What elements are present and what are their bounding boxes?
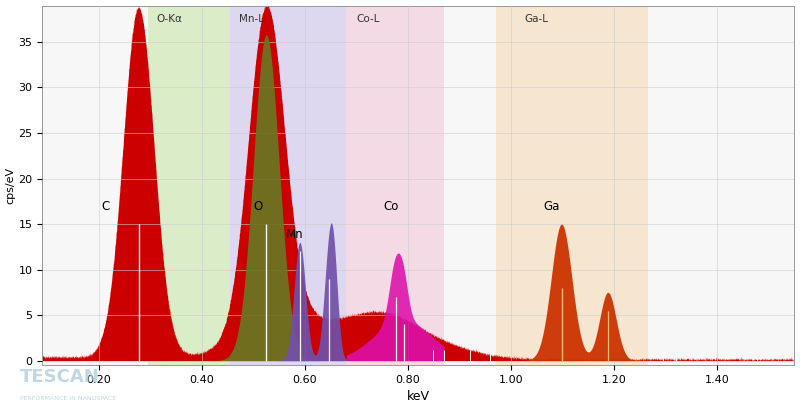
Text: TESCAN: TESCAN [20,369,100,387]
Text: C: C [102,200,110,213]
Bar [495,6,647,365]
Text: PERFORMANCE IN NANOSPACE: PERFORMANCE IN NANOSPACE [20,396,116,401]
Bar [148,6,230,365]
Text: Co-L: Co-L [357,14,380,24]
Text: O-Kα: O-Kα [157,14,182,24]
Text: Co: Co [383,200,398,213]
Text: Mn-L: Mn-L [239,14,264,24]
Text: Ga-L: Ga-L [524,14,548,24]
Bar [346,6,444,365]
Bar [230,6,346,365]
Text: Ga: Ga [543,200,559,213]
Text: Mn: Mn [286,228,303,241]
Text: O: O [254,200,262,213]
X-axis label: keV: keV [407,391,430,403]
Y-axis label: cps/eV: cps/eV [6,167,15,204]
